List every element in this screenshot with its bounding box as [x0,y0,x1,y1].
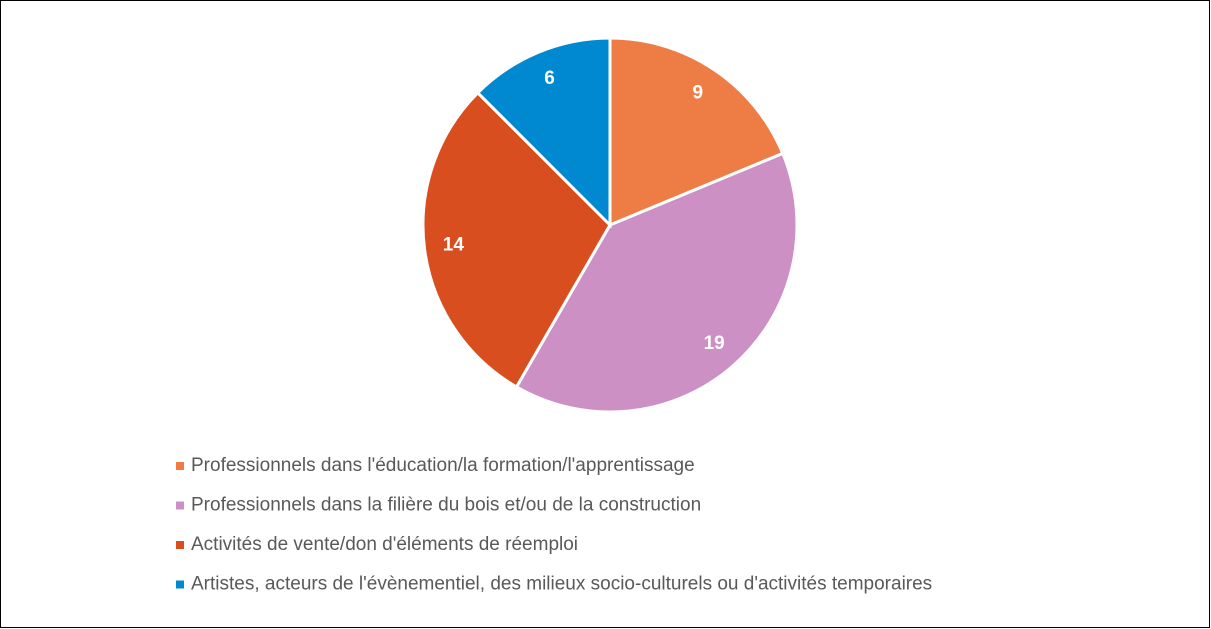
legend-marker [176,462,184,470]
data-label: 9 [692,83,703,104]
legend-label: Professionnels dans la filière du bois e… [191,495,701,516]
legend-marker [176,580,184,589]
legend-label: Artistes, acteurs de l'évènementiel, des… [191,574,932,595]
pie-slice [608,36,785,228]
data-label: 14 [443,235,465,256]
pie-slice [514,151,799,414]
legend-label: Professionnels dans l'éducation/la forma… [191,455,695,476]
pie-slice [475,36,612,229]
legend-marker [176,541,184,549]
legend-marker [176,501,184,510]
pie-slice [421,90,612,389]
data-label: 6 [544,68,555,89]
data-label: 19 [704,333,725,354]
legend-label: Activités de vente/don d'éléments de rée… [191,534,578,555]
